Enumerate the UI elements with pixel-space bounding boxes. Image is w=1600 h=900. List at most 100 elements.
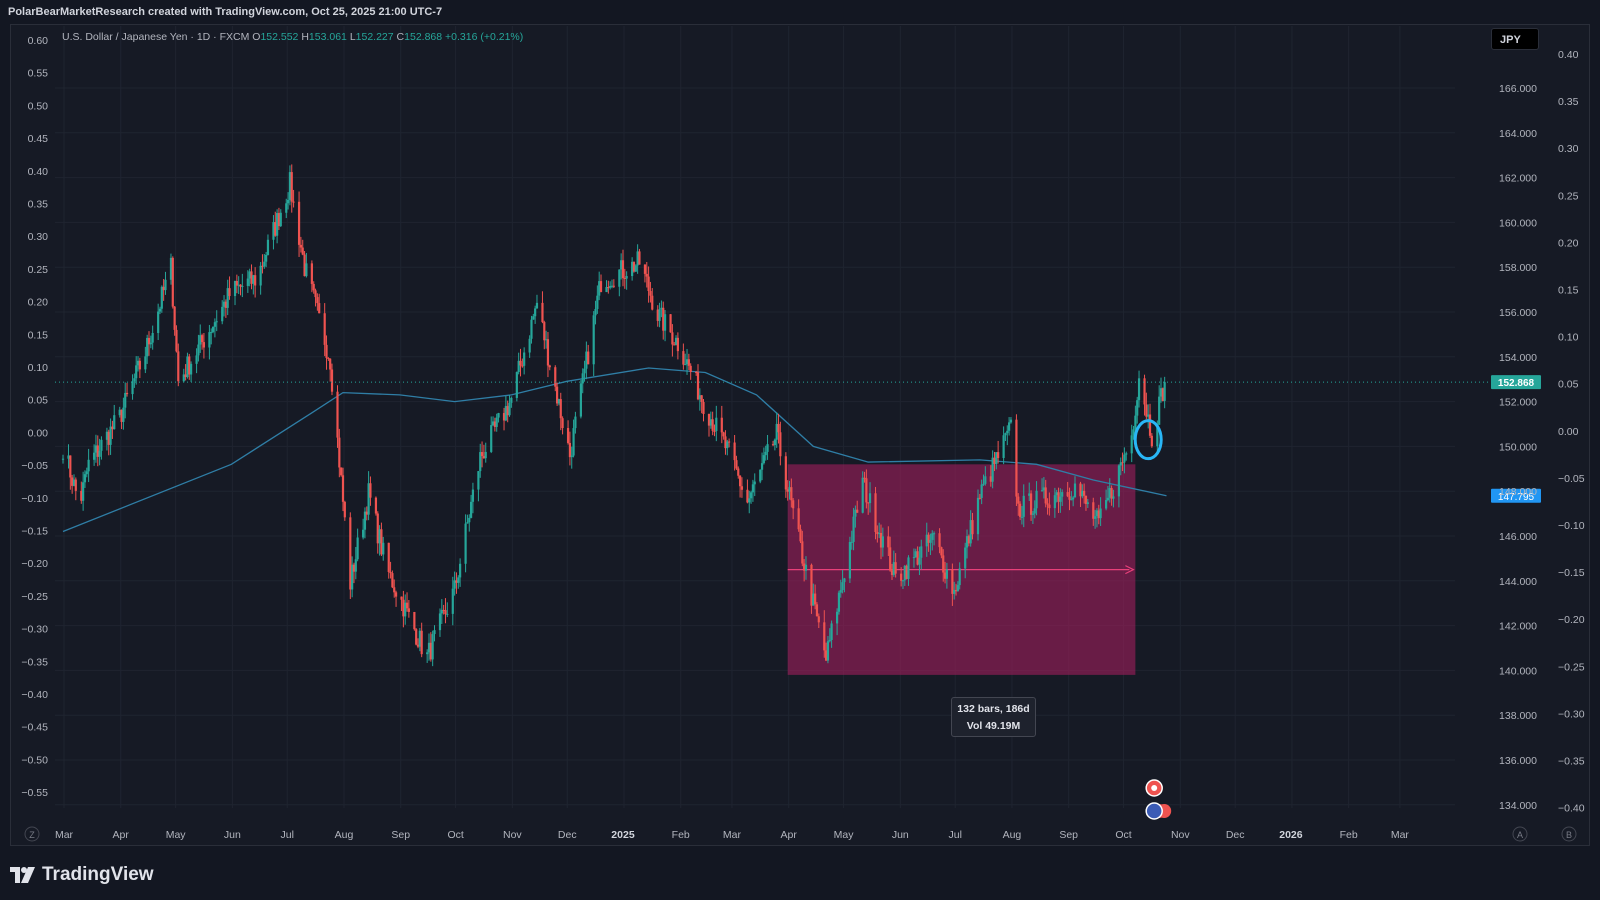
right-axis-label: 0.10 <box>1558 332 1579 344</box>
candle-body <box>213 322 216 327</box>
candle-body <box>971 520 974 535</box>
candle-body <box>535 302 539 309</box>
candle-body <box>1020 516 1024 518</box>
tradingview-logo[interactable]: TradingView <box>10 864 154 886</box>
candle-body <box>599 281 603 293</box>
left-axis-label: −0.55 <box>21 787 48 799</box>
time-axis-label: 2026 <box>1279 829 1303 841</box>
candle-body <box>1072 497 1075 500</box>
candle-body <box>592 315 595 365</box>
right-axis-label: −0.20 <box>1558 614 1585 626</box>
currency-button[interactable]: JPY <box>1491 28 1539 50</box>
candle-body <box>517 360 520 373</box>
candle-body <box>623 277 626 279</box>
candle-body <box>810 564 813 606</box>
price-axis-label: 154.000 <box>1499 352 1537 364</box>
left-axis-label: −0.20 <box>21 558 48 570</box>
candle-body <box>451 588 454 614</box>
candle-body <box>682 351 685 365</box>
candle-body <box>323 313 326 345</box>
left-axis-label: 0.55 <box>28 68 49 80</box>
candle-body <box>74 479 77 491</box>
grid <box>55 26 1455 808</box>
candle-body <box>839 590 842 593</box>
candle-body <box>343 501 346 518</box>
candle-body <box>120 409 123 422</box>
candle-body <box>442 609 445 611</box>
candle-body <box>868 493 872 504</box>
candle-body <box>618 269 621 287</box>
candle-body <box>907 557 910 579</box>
candle-body <box>797 508 800 530</box>
time-axis-label: Sep <box>1059 829 1078 841</box>
measure-tooltip: 132 bars, 186d Vol 49.19M <box>951 697 1036 737</box>
candle-body <box>279 212 282 227</box>
candle-body <box>336 391 339 438</box>
right-axis-label: −0.40 <box>1558 803 1585 815</box>
candle-body <box>162 286 165 291</box>
right-axis-label: −0.25 <box>1558 661 1585 673</box>
candle-body <box>394 592 398 597</box>
candle-body <box>958 568 961 586</box>
candle-body <box>610 285 614 287</box>
candle-body <box>978 497 981 499</box>
candle-body <box>433 630 436 635</box>
left-axis-label: 0.30 <box>28 231 49 243</box>
candle-body <box>158 308 162 312</box>
candle-body <box>69 455 72 478</box>
left-axis-label: 0.35 <box>28 199 49 211</box>
candle-body <box>228 288 231 297</box>
right-axis-label: 0.05 <box>1558 379 1579 391</box>
candle-body <box>440 609 443 614</box>
time-axis-label: Oct <box>1115 829 1131 841</box>
candle-body <box>685 359 689 365</box>
price-axis-label: 152.000 <box>1499 397 1537 409</box>
candle-body <box>363 511 367 530</box>
candle-body <box>790 487 793 501</box>
candle-body <box>1110 488 1113 499</box>
price-axis-label: 166.000 <box>1499 83 1537 95</box>
candle-body <box>82 482 85 501</box>
time-axis-label: Dec <box>1226 829 1245 841</box>
candle-body <box>254 275 257 286</box>
candle-body <box>964 547 967 569</box>
ma-badge: 147.795 <box>1498 492 1535 503</box>
high-value: 153.061 <box>308 31 347 43</box>
candle-body <box>149 342 152 345</box>
candle-body <box>879 532 883 548</box>
candle-body <box>943 572 947 579</box>
candle-body <box>171 257 174 307</box>
candle-body <box>1150 435 1153 447</box>
candle-body <box>543 322 546 341</box>
candle-body <box>369 483 372 498</box>
candle-body <box>786 489 789 492</box>
candle-body <box>638 251 641 265</box>
time-axis-label: Jul <box>281 829 294 841</box>
right-axis-label: 0.35 <box>1558 96 1579 108</box>
right-axis-label: −0.15 <box>1558 567 1585 579</box>
candle-body <box>469 501 473 518</box>
candle-body <box>241 285 244 287</box>
candle-body <box>876 531 879 535</box>
candle-body <box>837 592 841 612</box>
candle-body <box>459 563 462 578</box>
candle-body <box>1083 490 1086 496</box>
candle-body <box>466 522 469 524</box>
candle-body <box>631 261 634 277</box>
candle-body <box>889 547 892 571</box>
candle-body <box>393 587 396 593</box>
candle-body <box>530 319 533 339</box>
candle-body <box>993 457 996 465</box>
candle-body <box>673 344 676 346</box>
left-axis-label: 0.45 <box>28 133 49 145</box>
candle-body <box>464 523 467 564</box>
candle-body <box>1028 493 1031 496</box>
candle-body <box>118 409 121 416</box>
candle-body <box>491 421 495 426</box>
candle-body <box>722 432 725 437</box>
candle-body <box>444 610 447 615</box>
candle-body <box>645 273 648 277</box>
candle-body <box>457 577 460 583</box>
left-axis: 0.60 0.55 0.50 0.45 0.40 0.35 0.30 0.25 0.20 0.15… <box>21 35 48 799</box>
